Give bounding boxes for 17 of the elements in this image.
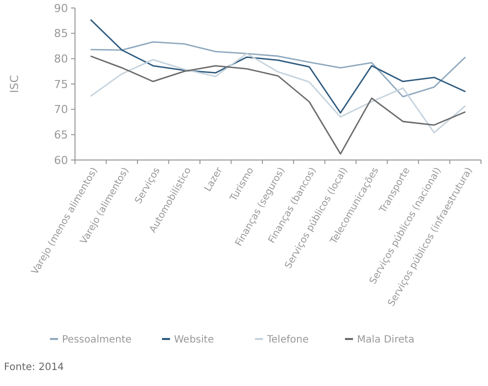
y-tick-label: 70 [54,103,68,116]
y-tick-label: 85 [54,27,68,40]
line-series [90,18,466,114]
y-tick-label: 80 [54,52,68,66]
source-note: Fonte: 2014 [4,362,64,373]
legend-label: Pessoalmente [62,334,132,346]
legend-label: Mala Direta [357,334,414,346]
line-series [90,52,466,134]
y-tick-label: 90 [54,2,68,15]
y-axis-title: ISC [8,74,21,93]
y-tick-label: 60 [54,154,68,167]
legend-label: Telefone [266,334,309,346]
y-tick-label: 75 [54,78,68,91]
line-series [90,41,466,98]
y-tick-label: 65 [54,128,68,142]
line-series [90,55,466,155]
legend-label: Website [174,334,214,346]
